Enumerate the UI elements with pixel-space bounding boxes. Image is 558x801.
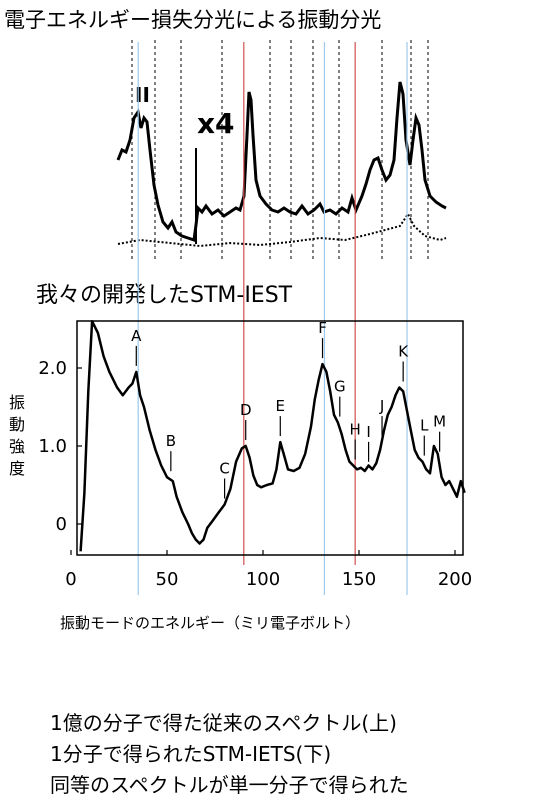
y-tick-label: 1.0 [38, 436, 67, 457]
eels-upper-curve [116, 81, 447, 242]
x-axis-label: 振動モードのエネルギー（ミリ電子ボルト） [60, 614, 361, 632]
peak-label: B [166, 432, 176, 450]
caption: 1億の分子で得た従来のスペクトル(上) 1分子で得られたSTM-IETS(下) … [50, 708, 409, 801]
x-tick-label: 100 [246, 569, 280, 590]
eels-dotted-guides [131, 40, 429, 262]
stm-heading: 我々の開発したSTM-IEST [36, 283, 293, 308]
peak-label: F [318, 319, 327, 337]
caption-line: 1分子で得られたSTM-IETS(下) [50, 742, 332, 766]
series-line [79, 319, 466, 552]
peak-label: D [240, 401, 252, 419]
peak-label: A [131, 327, 142, 345]
y-axis-label-char: 強 [8, 437, 25, 456]
caption-line: 1億の分子で得た従来のスペクトル(上) [50, 711, 397, 735]
eels-scale-label: x4 [197, 107, 235, 140]
peak-label: H [350, 421, 361, 439]
peak-label: K [398, 343, 409, 361]
x-tick-label: 150 [342, 569, 376, 590]
caption-line: 同等のスペクトルが単一分子で得られた [50, 773, 409, 797]
x-tick-label: 200 [438, 569, 472, 590]
peak-label: E [276, 397, 285, 415]
y-axis-label-char: 度 [8, 459, 25, 478]
y-axis-label-char: 振 [8, 393, 25, 412]
guide-lines [137, 42, 408, 595]
y-tick-label: 2.0 [38, 358, 67, 379]
y-tick-label: 0 [56, 514, 67, 535]
axis-ticks: 0 50 100 150 200 0 1.0 2.0 [38, 358, 472, 590]
y-axis-label-char: 動 [8, 415, 25, 434]
y-axis-label: 振 動 強 度 [8, 392, 26, 480]
peak-label: J [379, 397, 384, 415]
plot-frame [76, 320, 464, 556]
x-tick-label: 50 [156, 569, 179, 590]
peak-label: L [420, 417, 429, 435]
peak-label: G [334, 378, 346, 396]
peak-label: C [219, 460, 229, 478]
peak-label: I [366, 423, 370, 441]
peak-label: M [433, 413, 446, 431]
x-tick-label: 0 [65, 569, 76, 590]
peak-labels: A B C D E F G H IJ K L M [131, 319, 446, 499]
page-title: 電子エネルギー損失分光による振動分光 [4, 8, 382, 32]
